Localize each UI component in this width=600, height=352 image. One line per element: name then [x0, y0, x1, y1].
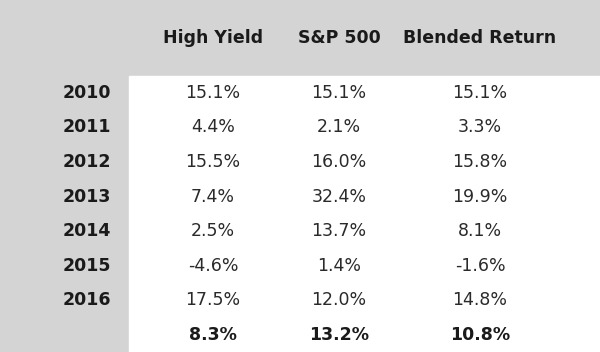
Text: 2013: 2013	[63, 188, 111, 206]
Text: 3.3%: 3.3%	[458, 119, 502, 137]
Text: 10.8%: 10.8%	[450, 326, 510, 344]
Text: -1.6%: -1.6%	[455, 257, 505, 275]
Text: 2016: 2016	[63, 291, 111, 309]
Text: 2012: 2012	[63, 153, 111, 171]
Text: 14.8%: 14.8%	[452, 291, 508, 309]
Text: 15.1%: 15.1%	[452, 84, 508, 102]
Text: 15.1%: 15.1%	[311, 84, 367, 102]
Text: 2.1%: 2.1%	[317, 119, 361, 137]
Text: 17.5%: 17.5%	[185, 291, 241, 309]
Text: High Yield: High Yield	[163, 29, 263, 47]
Text: 2011: 2011	[63, 119, 111, 137]
Text: 15.1%: 15.1%	[185, 84, 241, 102]
Text: 19.9%: 19.9%	[452, 188, 508, 206]
Text: S&P 500: S&P 500	[298, 29, 380, 47]
Text: 8.3%: 8.3%	[189, 326, 237, 344]
Text: 13.7%: 13.7%	[311, 222, 367, 240]
Text: 2014: 2014	[63, 222, 111, 240]
Text: 2.5%: 2.5%	[191, 222, 235, 240]
Text: 7.4%: 7.4%	[191, 188, 235, 206]
Text: 15.8%: 15.8%	[452, 153, 508, 171]
Bar	[129, 76, 600, 352]
Text: -4.6%: -4.6%	[188, 257, 238, 275]
Text: 16.0%: 16.0%	[311, 153, 367, 171]
Text: 1.4%: 1.4%	[317, 257, 361, 275]
Text: 2015: 2015	[63, 257, 111, 275]
Text: 8.1%: 8.1%	[458, 222, 502, 240]
Text: 4.4%: 4.4%	[191, 119, 235, 137]
Text: 13.2%: 13.2%	[309, 326, 369, 344]
Text: 32.4%: 32.4%	[311, 188, 367, 206]
Text: 12.0%: 12.0%	[311, 291, 367, 309]
Text: 2010: 2010	[63, 84, 111, 102]
Text: 15.5%: 15.5%	[185, 153, 241, 171]
Text: Blended Return: Blended Return	[403, 29, 557, 47]
